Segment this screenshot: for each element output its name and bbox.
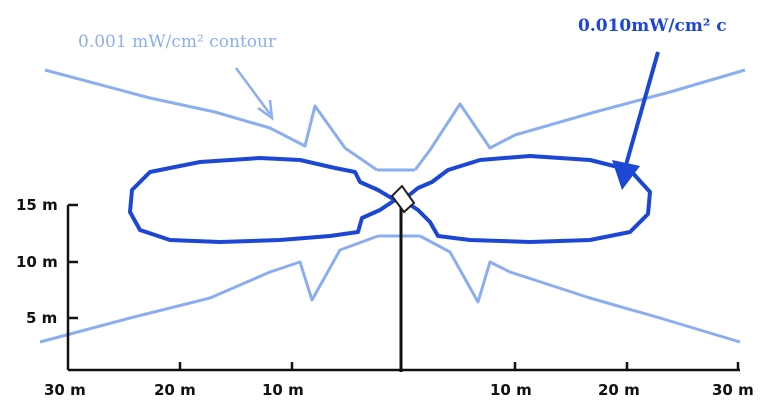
inner-contour-right-lobe	[401, 154, 652, 244]
source-marker-icon	[390, 184, 416, 214]
y-tick-label-5: 5 m	[26, 309, 57, 327]
x-tick-label-right-10: 10 m	[490, 381, 532, 399]
high-contour-label: 0.010mW/cm² c	[578, 16, 727, 36]
x-tick-label-right-20: 20 m	[598, 381, 640, 399]
outer-contour-lower-left	[39, 234, 379, 344]
low-label-arrow	[234, 67, 274, 121]
high-label-arrow	[612, 51, 660, 190]
x-tick-label-right-30: 30 m	[712, 381, 754, 399]
outer-contour-upper-right	[413, 68, 746, 171]
outer-contour	[39, 68, 746, 344]
outer-contour-lower-right	[419, 234, 741, 344]
x-tick-label-left-10: 10 m	[262, 381, 304, 399]
inner-contour-left-lobe	[128, 156, 397, 244]
y-tick-label-10: 10 m	[16, 253, 58, 271]
outer-contour-upper-left	[44, 68, 378, 172]
low-contour-label: 0.001 mW/cm² contour	[78, 32, 277, 52]
antenna	[390, 184, 416, 372]
y-tick-label-15: 15 m	[16, 196, 58, 214]
inner-contour	[128, 154, 652, 244]
axes	[66, 203, 740, 372]
x-tick-label-left-20: 20 m	[154, 381, 196, 399]
x-tick-label-left-30: 30 m	[44, 381, 86, 399]
